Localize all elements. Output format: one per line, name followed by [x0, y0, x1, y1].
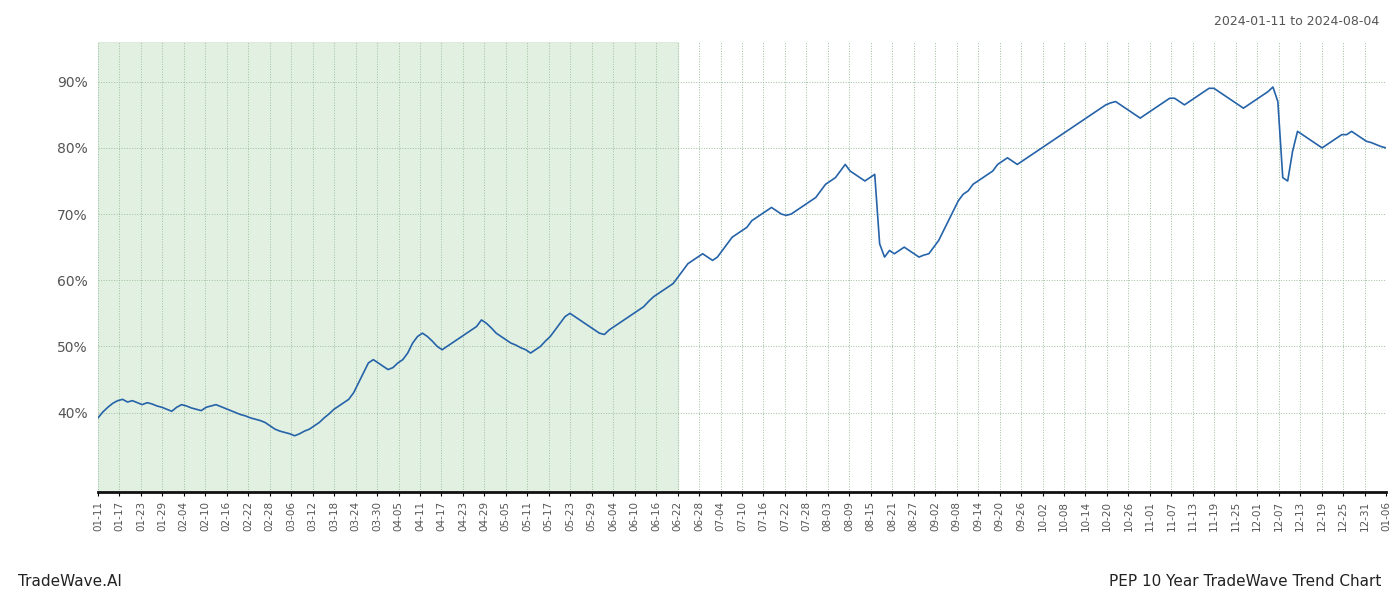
- Text: TradeWave.AI: TradeWave.AI: [18, 574, 122, 589]
- Text: PEP 10 Year TradeWave Trend Chart: PEP 10 Year TradeWave Trend Chart: [1109, 574, 1382, 589]
- Bar: [98, 42, 678, 492]
- Text: 2024-01-11 to 2024-08-04: 2024-01-11 to 2024-08-04: [1214, 15, 1379, 28]
